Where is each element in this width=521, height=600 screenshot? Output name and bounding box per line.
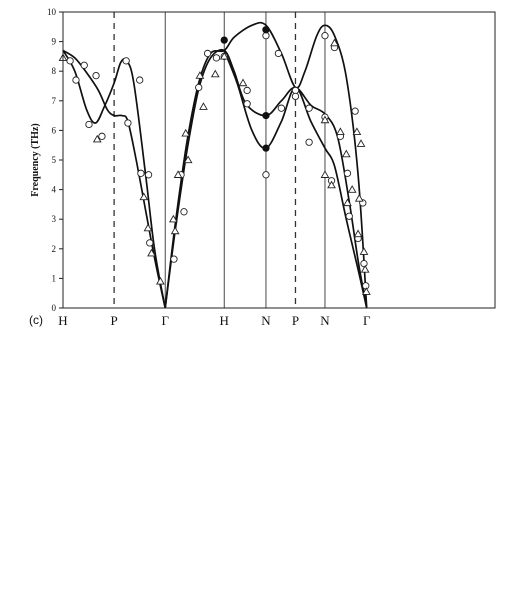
x-tick-label: Γ (363, 313, 371, 328)
y-tick-label: 9 (52, 37, 57, 47)
open-circle-marker (291, 92, 300, 101)
open-circle-marker (262, 171, 270, 179)
open-circle-marker (170, 255, 178, 263)
triangle-marker (330, 38, 339, 47)
x-tick-label: P (110, 313, 117, 328)
y-tick-label: 1 (52, 273, 57, 283)
open-circle-marker (144, 171, 153, 179)
triangle-marker (173, 170, 183, 178)
y-tick-label: 10 (47, 7, 57, 17)
triangle-marker (199, 102, 208, 110)
triangle-marker (210, 69, 220, 78)
y-tick-label: 6 (52, 125, 57, 135)
dispersion-curve (62, 49, 167, 309)
triangle-marker (195, 71, 205, 79)
dispersion-curves (62, 21, 368, 309)
triangle-marker (341, 149, 351, 158)
triangle-marker (353, 229, 363, 238)
triangle-marker (352, 127, 362, 136)
triangle-marker (147, 248, 156, 257)
open-circle-marker (180, 208, 188, 216)
open-circle-marker (291, 86, 300, 95)
open-circle-marker (343, 169, 352, 177)
triangle-marker (238, 78, 248, 87)
filled-circle-marker (262, 111, 270, 120)
y-tick-label: 5 (52, 155, 57, 165)
open-circle-marker (277, 104, 286, 112)
x-tick-label: H (58, 313, 67, 328)
panel-label: (c) (29, 313, 43, 327)
open-circle-marker (195, 83, 203, 92)
x-tick-label: N (320, 313, 330, 328)
open-circle-marker (66, 57, 74, 65)
open-circle-marker (98, 132, 106, 140)
open-circle-marker (124, 119, 132, 127)
triangle-marker (92, 134, 102, 143)
triangle-marker (361, 287, 371, 295)
triangle-marker (219, 51, 229, 60)
dispersion-curve (223, 50, 368, 309)
triangle-marker (356, 139, 366, 147)
triangle-marker (320, 115, 330, 124)
open-circle-marker (345, 212, 353, 220)
triangle-marker (168, 214, 178, 223)
triangle-marker (320, 170, 330, 178)
open-circle-marker (274, 49, 283, 58)
x-tick-label: H (220, 313, 229, 328)
y-tick-label: 7 (52, 96, 57, 106)
x-tick-label: P (292, 313, 299, 328)
triangle-marker (360, 265, 370, 273)
y-tick-label: 0 (52, 303, 57, 313)
triangle-marker (327, 180, 336, 189)
dispersion-curve (62, 50, 167, 309)
open-circle-marker (80, 61, 88, 69)
symmetry-lines (113, 12, 326, 308)
open-circle-marker (362, 282, 370, 290)
open-circle-marker (351, 107, 359, 115)
open-circle-marker (85, 120, 93, 129)
y-axis-label: Frequency (THz) (30, 123, 41, 196)
triangle-marker (359, 247, 369, 255)
open-circle-marker (243, 86, 251, 95)
triangle-marker (156, 276, 165, 285)
open-circle-marker (137, 169, 145, 177)
y-axis: 0 1 2 3 4 5 6 7 8 9 10 (47, 7, 63, 313)
plot-frame (62, 11, 496, 309)
open-circle-marker (122, 57, 130, 65)
triangle-marker (181, 128, 191, 137)
triangle-marker (183, 155, 193, 164)
y-tick-label: 4 (52, 185, 57, 195)
open-circle-marker (72, 76, 80, 84)
data-markers (58, 26, 371, 295)
y-tick-label: 3 (52, 214, 57, 224)
triangle-marker (347, 185, 357, 193)
triangle-marker (139, 192, 149, 201)
x-tick-label: N (261, 313, 271, 328)
open-circle-marker (146, 239, 154, 247)
open-circle-marker (212, 54, 221, 62)
triangle-marker (143, 223, 153, 232)
filled-circle-marker (262, 26, 270, 34)
open-circle-marker (92, 71, 100, 80)
open-circle-marker (305, 138, 313, 146)
triangle-marker (336, 127, 345, 136)
open-circle-marker (243, 100, 251, 108)
open-circle-marker (321, 32, 329, 40)
open-circle-marker (203, 49, 212, 58)
dispersion-curve (164, 21, 368, 309)
triangle-marker (354, 193, 364, 202)
filled-circle-marker (220, 36, 228, 44)
triangle-marker (343, 198, 352, 207)
filled-circle-marker (262, 144, 270, 152)
open-circle-marker (360, 259, 368, 268)
y-tick-label: 8 (52, 66, 57, 76)
open-circle-marker (262, 32, 270, 40)
open-circle-marker (305, 104, 313, 112)
x-tick-label: Γ (161, 313, 169, 328)
y-tick-label: 2 (52, 244, 57, 254)
open-circle-marker (136, 76, 144, 84)
triangle-marker (170, 226, 180, 235)
